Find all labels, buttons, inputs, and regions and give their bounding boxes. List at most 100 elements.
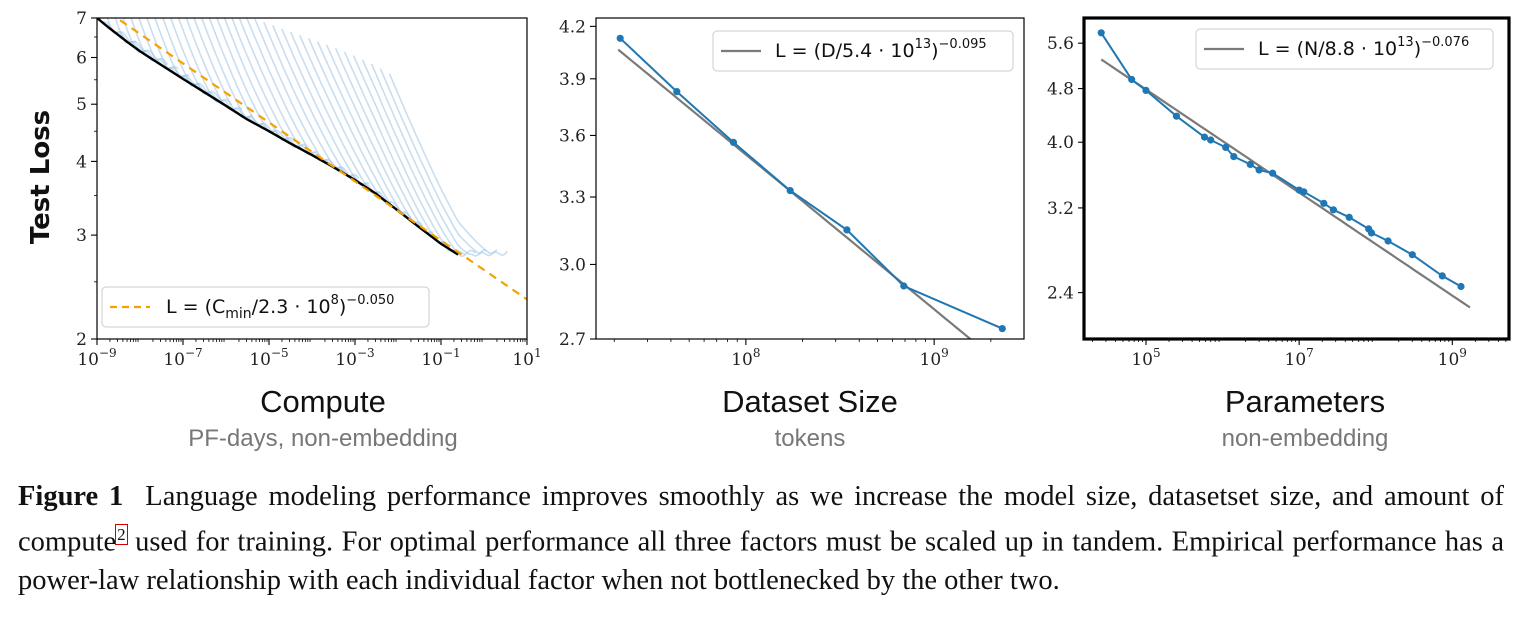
data-point xyxy=(1408,251,1416,259)
training-run-curve xyxy=(263,21,360,179)
training-run-curve xyxy=(316,41,424,227)
power-law-fit-line xyxy=(114,18,527,301)
y-tick-label: 3.9 xyxy=(559,70,586,90)
data-point xyxy=(1438,272,1446,280)
x-tick-label: 109 xyxy=(920,346,949,370)
training-run-curve xyxy=(281,28,381,194)
y-tick-label: 4.8 xyxy=(1047,80,1074,100)
x-axis-sublabel: non-embedding xyxy=(1222,425,1389,452)
training-run-curve xyxy=(114,18,158,60)
y-tick-label: 3 xyxy=(76,226,87,246)
data-point xyxy=(1230,153,1238,161)
y-tick-label: 4.0 xyxy=(1047,133,1074,153)
data-point xyxy=(998,325,1006,333)
data-point xyxy=(1207,136,1215,144)
plot-area xyxy=(97,18,527,301)
legend-label: L = (N/8.8 · 1013)−0.076 xyxy=(1258,35,1469,60)
x-tick-label: 10−7 xyxy=(163,346,202,370)
parameters-legend: L = (N/8.8 · 1013)−0.076 xyxy=(1195,28,1494,70)
y-tick-label: 3.2 xyxy=(1047,199,1074,219)
parameters-panel: Parameters non-embedding 2.4 3.2 4.0 4.8 5.6… xyxy=(1047,16,1511,452)
data-point xyxy=(1345,213,1353,221)
caption-text-cont: used for training. For optimal performan… xyxy=(18,526,1504,596)
training-run-curve xyxy=(388,73,509,257)
dataset-size-panel: Dataset Size tokens 2.7 3.0 3.3 3.6 3.9 4.2 10… xyxy=(559,17,1025,452)
plot-frame xyxy=(595,17,1025,340)
y-tick-label: 6 xyxy=(76,48,87,68)
y-tick-label: 3.3 xyxy=(559,188,586,208)
dataset-legend: L = (D/5.4 · 1013)−0.095 xyxy=(712,30,1014,72)
training-run-curve xyxy=(231,18,317,155)
plot-frame xyxy=(96,17,528,340)
legend-box xyxy=(1195,28,1494,70)
training-run-curve xyxy=(223,18,307,148)
x-axis-sublabel: PF-days, non-embedding xyxy=(188,425,457,452)
figure-caption: Figure 1 Language modeling performance im… xyxy=(18,478,1504,600)
x-axis-label: Dataset Size xyxy=(722,384,898,419)
x-tick-label: 10−1 xyxy=(421,346,460,370)
y-tick-label: 5 xyxy=(76,95,87,115)
y-tick-label: 3.0 xyxy=(559,255,586,275)
training-run-curve xyxy=(193,18,264,126)
x-tick-label: 10−9 xyxy=(77,346,116,370)
data-line xyxy=(619,37,1003,330)
y-axis-label: Test Loss xyxy=(26,110,56,244)
data-point xyxy=(1269,169,1277,177)
y-tick-label: 2 xyxy=(76,330,87,350)
data-point xyxy=(1222,143,1230,151)
figure-panels: Test Loss Compute PF-days, non-embedding… xyxy=(26,9,1511,452)
data-point xyxy=(900,282,908,290)
data-point xyxy=(1320,199,1328,207)
power-law-fit-line xyxy=(1100,58,1471,309)
data-point xyxy=(1255,166,1263,174)
x-tick-label: 101 xyxy=(512,346,541,370)
y-tick-label: 7 xyxy=(76,9,87,29)
power-law-fit-line xyxy=(617,48,973,339)
data-point xyxy=(1200,133,1209,141)
data-point xyxy=(1097,29,1105,37)
x-tick-label: 10−5 xyxy=(249,346,288,370)
y-tick-label: 4.2 xyxy=(559,17,586,37)
y-tick-label: 2.7 xyxy=(559,330,586,350)
caption-text: Language modeling performance improves s… xyxy=(18,481,1504,558)
data-point xyxy=(1367,229,1376,237)
plot-area xyxy=(1097,29,1471,309)
training-run-curve xyxy=(177,18,243,111)
y-tick-label: 4 xyxy=(76,152,87,172)
data-point xyxy=(673,88,681,96)
training-run-curve xyxy=(146,18,200,86)
y-tick-label: 5.6 xyxy=(1047,34,1074,54)
compute-legend: L = (Cmin/2.3 · 108)−0.050 xyxy=(101,286,430,328)
training-run-curve xyxy=(379,68,498,257)
data-point xyxy=(786,187,794,195)
data-point xyxy=(1128,75,1136,84)
training-run-curve xyxy=(98,18,136,43)
plot-area xyxy=(616,34,1006,339)
data-point xyxy=(1172,112,1181,120)
training-run-curve xyxy=(325,44,434,234)
data-point xyxy=(843,226,851,234)
data-point xyxy=(616,34,624,42)
x-axis-label: Compute xyxy=(260,384,386,419)
x-tick-label: 105 xyxy=(1131,346,1160,370)
data-line xyxy=(1100,32,1462,288)
x-tick-label: 109 xyxy=(1438,346,1467,370)
data-point xyxy=(729,138,738,146)
legend-box xyxy=(712,30,1014,72)
compute-panel: Test Loss Compute PF-days, non-embedding… xyxy=(26,9,542,452)
training-run-curve xyxy=(370,63,487,257)
training-run-curve xyxy=(122,18,169,66)
data-point xyxy=(1457,282,1465,291)
data-point xyxy=(1142,86,1150,94)
x-axis-sublabel: tokens xyxy=(775,425,846,452)
y-tick-label: 3.6 xyxy=(559,126,586,146)
x-axis-label: Parameters xyxy=(1225,384,1385,419)
training-run-curve xyxy=(106,18,147,52)
compute-efficient-frontier xyxy=(97,18,459,256)
y-tick-label: 2.4 xyxy=(1047,284,1074,304)
x-tick-label: 107 xyxy=(1285,346,1314,370)
plot-frame xyxy=(1082,16,1511,341)
x-tick-label: 10−3 xyxy=(335,346,374,370)
data-point xyxy=(1300,188,1308,196)
footnote-link[interactable]: 2 xyxy=(115,524,128,545)
